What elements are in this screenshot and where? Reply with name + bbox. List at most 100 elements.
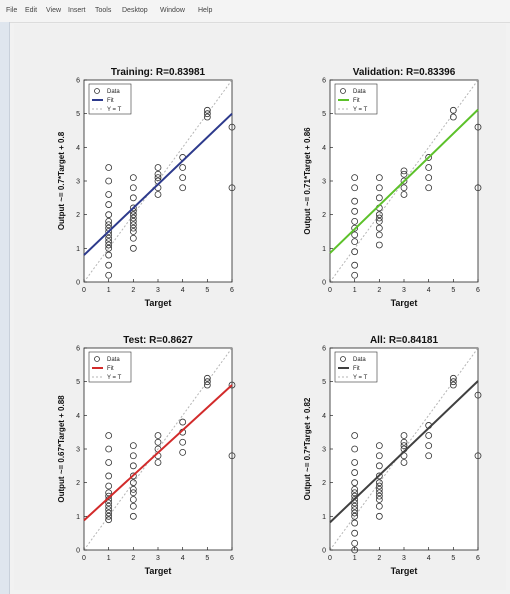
- data-point: [105, 261, 113, 269]
- y-tick-label: 2: [76, 212, 80, 219]
- data-point: [351, 197, 359, 205]
- legend-identity-label: Y = T: [107, 375, 122, 381]
- data-point: [105, 459, 113, 466]
- menu-view[interactable]: View: [46, 7, 62, 14]
- data-point: [105, 241, 113, 249]
- data-point: [351, 512, 359, 520]
- data-point: [425, 154, 433, 161]
- data-point: [105, 502, 113, 510]
- data-point: [105, 211, 113, 219]
- data-point: [351, 479, 359, 487]
- menu-edit[interactable]: Edit: [25, 7, 38, 14]
- legend-data-label: Data: [353, 89, 366, 95]
- data-point: [425, 442, 433, 450]
- x-axis-label: Target: [145, 566, 172, 576]
- x-tick-label: 0: [328, 287, 332, 294]
- data-point: [179, 448, 187, 456]
- fit-line: [83, 112, 233, 256]
- plot-test: 0 1 2 3 4 5 6 0 1 2 3 4 5 6 Test: R=0.8627 Target Output…: [57, 335, 236, 576]
- data-point: [375, 214, 383, 222]
- data-point: [129, 244, 137, 252]
- data-point: [129, 211, 137, 219]
- data-point: [129, 174, 137, 182]
- data-point: [375, 479, 383, 487]
- data-point: [105, 201, 113, 208]
- data-point: [351, 485, 359, 493]
- data-point: [129, 512, 137, 520]
- y-axis-label: Output ~= 0.7*Target + 0.82: [303, 397, 312, 500]
- data-point: [105, 472, 113, 480]
- data-point: [449, 113, 457, 121]
- data-point: [154, 432, 162, 439]
- menu-file[interactable]: File: [6, 7, 18, 14]
- x-tick-label: 3: [156, 555, 160, 562]
- data-point: [375, 452, 383, 460]
- data-point: [375, 442, 383, 450]
- menu-bar: File Edit View Insert Tools Desktop Wind…: [0, 0, 510, 23]
- data-point: [105, 234, 113, 242]
- legend-data-marker: [340, 88, 346, 94]
- legend-identity-label: Y = T: [353, 107, 368, 113]
- figure-canvas: 0 1 2 3 4 5 6 0 1 2 3 4 5 6 Training: R=0.83981 Target O…: [14, 24, 506, 590]
- data-point: [203, 113, 211, 121]
- y-tick-label: 4: [322, 413, 326, 420]
- data-point: [375, 512, 383, 520]
- data-point: [129, 462, 137, 470]
- y-tick-label: 5: [76, 379, 80, 386]
- data-point: [105, 244, 113, 252]
- plot-all: 0 1 2 3 4 5 6 0 1 2 3 4 5 6 All: R=0.84181 Target Output…: [303, 335, 482, 576]
- y-tick-label: 1: [76, 246, 80, 253]
- data-point: [203, 110, 211, 118]
- x-tick-label: 0: [82, 287, 86, 294]
- data-point: [425, 174, 433, 182]
- data-point: [351, 529, 359, 537]
- data-point: [351, 217, 359, 225]
- data-point: [351, 174, 359, 182]
- data-point: [105, 164, 113, 171]
- data-point: [351, 469, 359, 476]
- data-point: [129, 224, 137, 232]
- x-tick-label: 5: [205, 555, 209, 562]
- data-point: [425, 184, 433, 192]
- legend-data-label: Data: [107, 89, 120, 95]
- x-tick-label: 6: [230, 555, 234, 562]
- menu-help[interactable]: Help: [198, 7, 213, 14]
- left-window-edge: [0, 22, 10, 594]
- data-point: [179, 418, 187, 426]
- data-point: [228, 452, 236, 460]
- data-point: [425, 452, 433, 460]
- x-axis-label: Target: [391, 298, 418, 308]
- x-tick-label: 5: [451, 287, 455, 294]
- data-point: [105, 217, 113, 225]
- y-tick-label: 3: [322, 447, 326, 454]
- legend-fit-label: Fit: [107, 366, 114, 372]
- data-point: [203, 374, 211, 382]
- menu-window[interactable]: Window: [160, 7, 185, 14]
- x-tick-label: 6: [476, 287, 480, 294]
- y-tick-label: 4: [76, 413, 80, 420]
- data-point: [351, 496, 359, 503]
- data-point: [105, 251, 113, 259]
- data-point: [375, 224, 383, 232]
- menu-tools[interactable]: Tools: [95, 7, 112, 14]
- data-point: [351, 231, 359, 239]
- data-point: [351, 224, 359, 232]
- data-point: [375, 489, 383, 497]
- data-point: [375, 462, 383, 470]
- data-point: [375, 492, 383, 500]
- y-tick-label: 1: [76, 514, 80, 521]
- data-point: [179, 438, 187, 446]
- y-tick-label: 1: [322, 514, 326, 521]
- data-point: [351, 502, 359, 510]
- data-point: [203, 381, 211, 389]
- menu-desktop[interactable]: Desktop: [122, 7, 148, 14]
- data-point: [129, 496, 137, 503]
- y-axis-label: Output ~= 0.71*Target + 0.86: [303, 127, 312, 235]
- menu-insert[interactable]: Insert: [68, 7, 86, 14]
- legend-fit-label: Fit: [107, 98, 114, 104]
- x-tick-label: 3: [402, 555, 406, 562]
- y-axis-label: Output ~= 0.67*Target + 0.88: [57, 395, 66, 503]
- y-tick-label: 6: [322, 346, 326, 353]
- data-point: [449, 374, 457, 382]
- data-point: [105, 228, 113, 235]
